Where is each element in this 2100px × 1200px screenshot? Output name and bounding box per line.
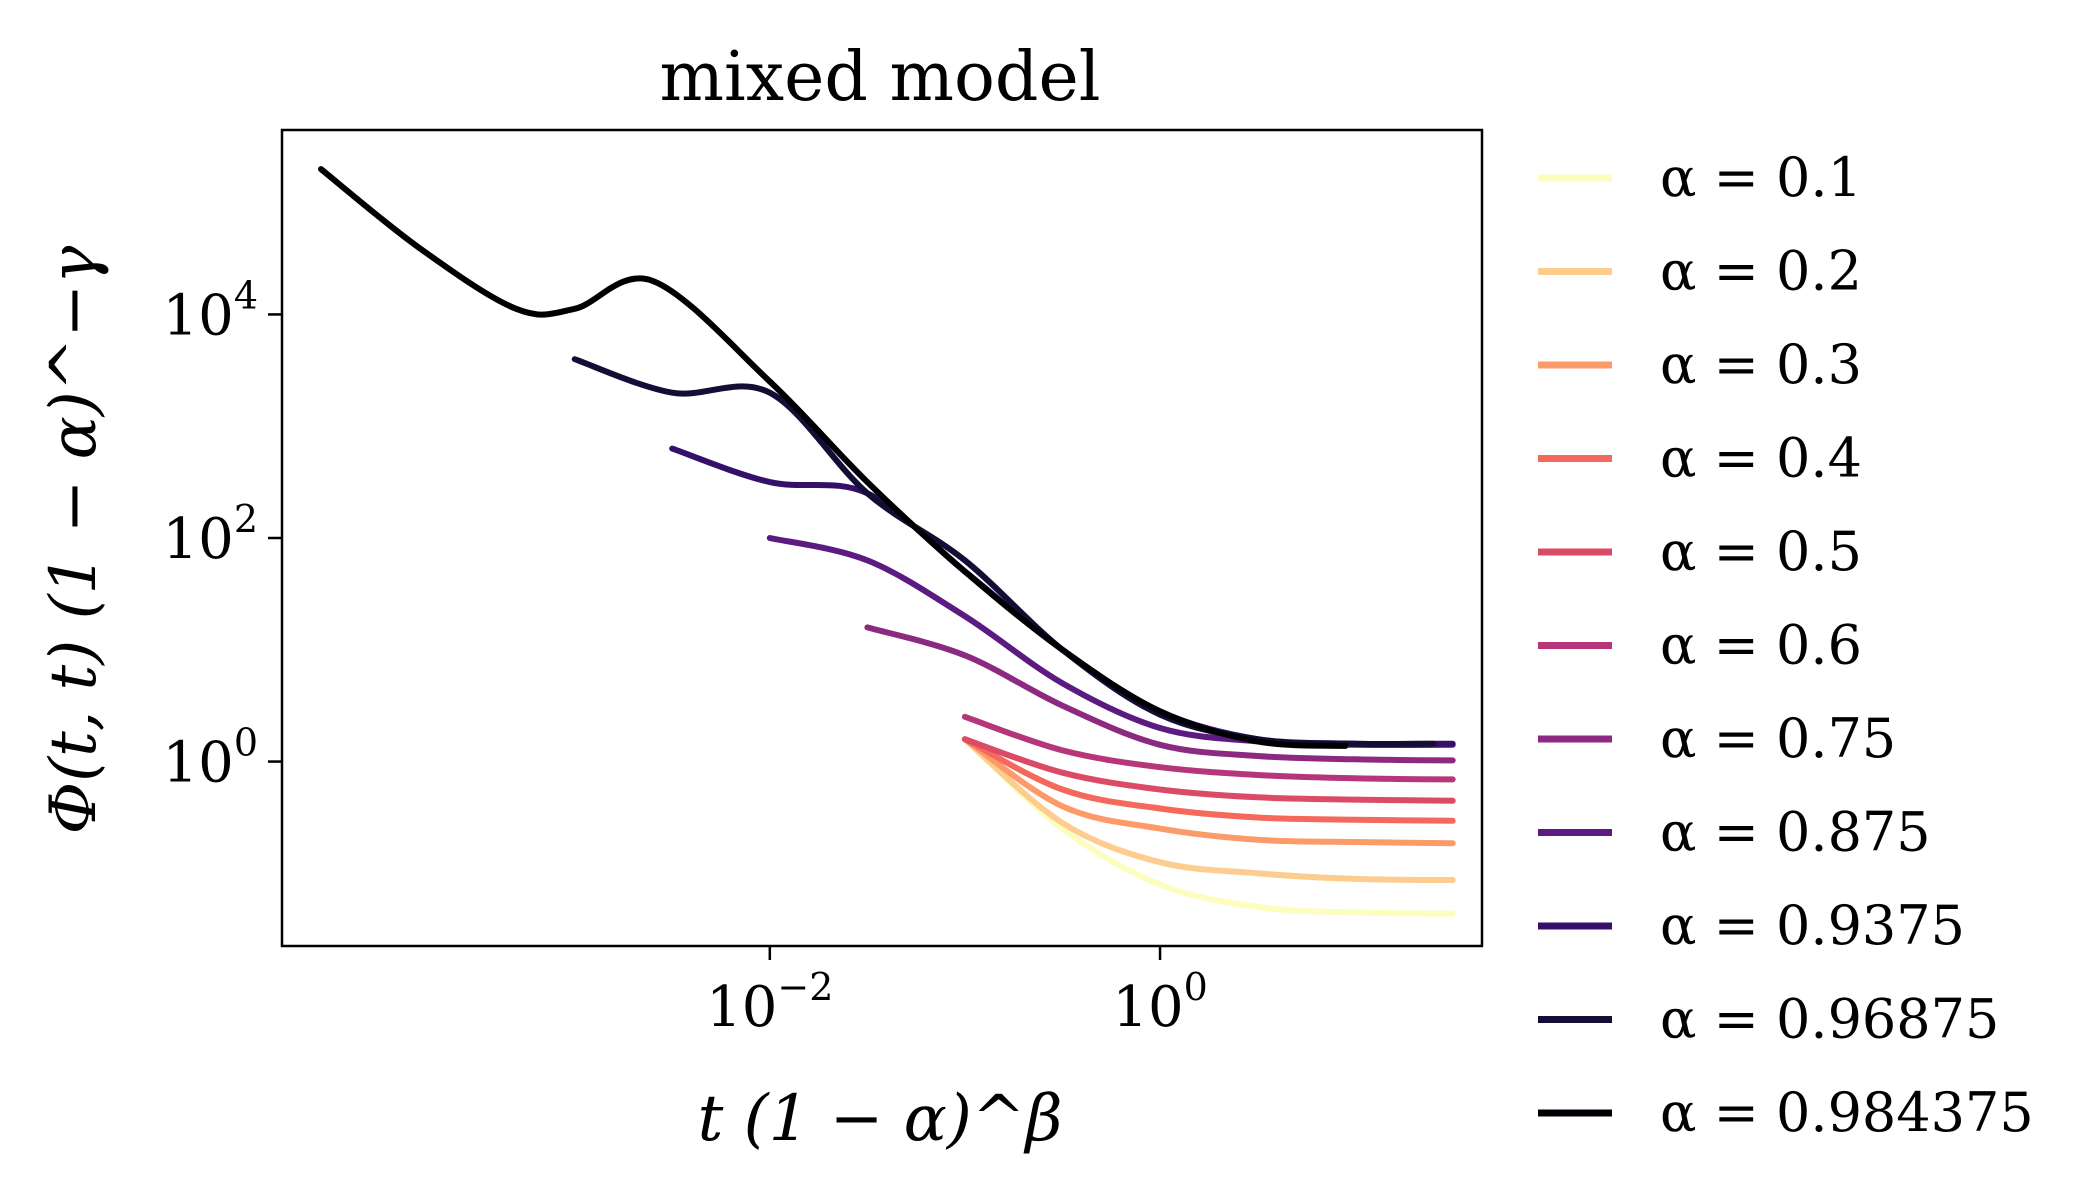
series-line-6: [864, 624, 1456, 764]
series-group: [318, 166, 1456, 917]
legend-label-6: α = 0.75: [1660, 707, 1896, 770]
legend: α = 0.1 α = 0.2 α = 0.3 α = 0.4 α = 0.5 α = 0…: [1538, 146, 2034, 1144]
legend-label-1: α = 0.2: [1660, 240, 1862, 303]
series-line-5: [961, 713, 1456, 783]
x-axis-label: t (1 − α)^β: [698, 1082, 1063, 1156]
plot-area: [280, 128, 1484, 948]
series-line-9: [571, 356, 1437, 748]
chart-title: mixed model: [660, 38, 1101, 117]
y-axis-label: Φ(t, t) (1 − α)^−γ: [37, 245, 111, 834]
y-tick-label-0: 100: [163, 721, 258, 796]
legend-label-5: α = 0.6: [1660, 614, 1862, 677]
y-tick-label-1: 102: [163, 497, 258, 572]
legend-label-2: α = 0.3: [1660, 333, 1862, 396]
legend-label-9: α = 0.96875: [1660, 988, 1999, 1051]
series-line-10: [318, 166, 1349, 749]
legend-label-7: α = 0.875: [1660, 801, 1931, 864]
series-line-7: [766, 535, 1456, 749]
y-tick-label-2: 104: [163, 273, 258, 348]
legend-label-8: α = 0.9375: [1660, 894, 1965, 957]
series-line-2: [961, 736, 1456, 847]
series-line-3: [961, 736, 1456, 824]
series-line-4: [961, 736, 1456, 804]
series-line-0: [961, 736, 1456, 917]
legend-label-3: α = 0.4: [1660, 427, 1862, 490]
x-tick-label-1: 100: [1112, 965, 1207, 1040]
x-tick-label-0: 10−2: [706, 965, 833, 1040]
series-line-1: [961, 736, 1456, 883]
series-line-8: [669, 445, 1456, 748]
ticks-group: 10−2 100 100 102 104: [163, 273, 1208, 1040]
legend-label-10: α = 0.984375: [1660, 1081, 2034, 1144]
legend-label-4: α = 0.5: [1660, 520, 1862, 583]
legend-label-0: α = 0.1: [1660, 146, 1862, 209]
